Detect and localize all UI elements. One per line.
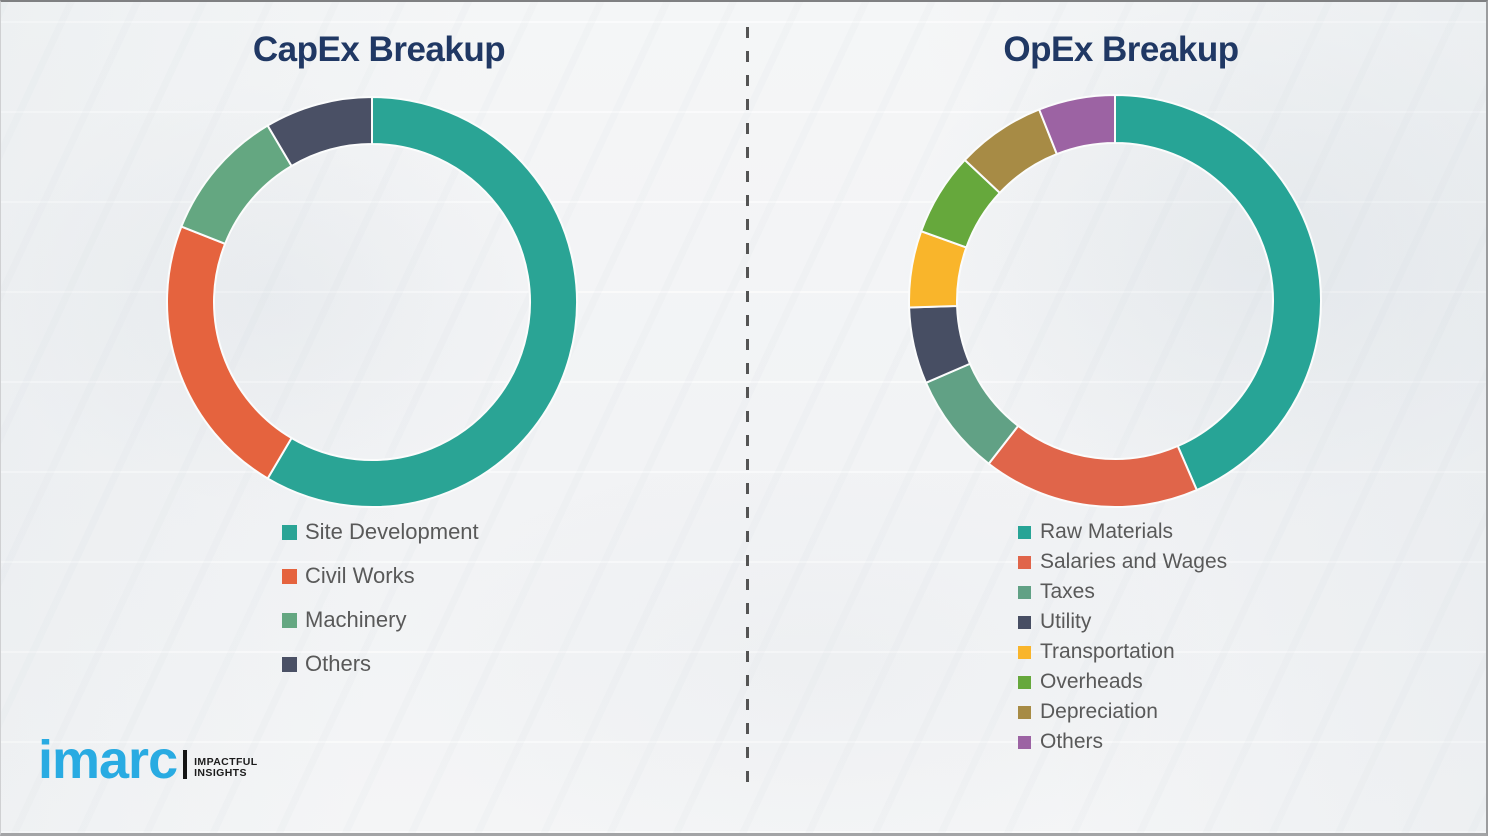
legend-label: Site Development (305, 519, 479, 544)
donut-segment-salaries-and-wages (987, 424, 1199, 508)
donut-segment-others (1037, 93, 1116, 156)
legend-label: Raw Materials (1040, 520, 1174, 543)
opex-chart-title: OpEx Breakup (1003, 30, 1239, 69)
legend-swatch (1018, 645, 1031, 659)
legend-label: Others (305, 651, 372, 676)
legend-label: Salaries and Wages (1040, 550, 1228, 573)
legend-item-civil-works: Civil Works (282, 554, 479, 598)
legend-label: Civil Works (305, 563, 415, 588)
legend-label: Taxes (1040, 580, 1095, 603)
imarc-logo-wordmark: imarc (38, 730, 178, 790)
capex-panel: CapEx Breakup Site Development Civil Work… (1, 2, 745, 833)
legend-label: Depreciation (1040, 700, 1158, 723)
legend-item-others: Others (1018, 727, 1227, 757)
legend-item-taxes: Taxes (1018, 577, 1227, 607)
legend-item-utility: Utility (1018, 607, 1227, 637)
opex-legend: Raw Materials Salaries and Wages Taxes Util… (1018, 517, 1227, 757)
opex-donut-chart (908, 93, 1322, 508)
legend-item-transportation: Transportation (1018, 637, 1227, 667)
legend-item-depreciation: Depreciation (1018, 697, 1227, 727)
legend-swatch (282, 524, 297, 540)
legend-item-raw-materials: Raw Materials (1018, 517, 1227, 547)
legend-swatch (1018, 615, 1031, 629)
legend-swatch (282, 612, 297, 628)
legend-label: Transportation (1040, 640, 1175, 663)
legend-swatch (1018, 735, 1031, 749)
legend-label: Others (1040, 730, 1104, 753)
capex-chart-title: CapEx Breakup (252, 30, 506, 69)
donut-segment-civil-works (166, 225, 293, 480)
legend-swatch (1018, 585, 1031, 599)
legend-label: Overheads (1040, 670, 1143, 693)
legend-swatch (282, 656, 297, 672)
legend-swatch (282, 568, 297, 584)
legend-swatch (1018, 525, 1031, 539)
logo-tagline-line1: IMPACTFUL (194, 756, 258, 769)
legend-swatch (1018, 705, 1031, 719)
capex-legend: Site Development Civil Works Machinery Othe… (282, 510, 479, 686)
capex-donut-chart (166, 95, 578, 508)
legend-label: Utility (1040, 610, 1092, 633)
donut-segment-site-development (266, 95, 578, 508)
legend-item-salaries-and-wages: Salaries and Wages (1018, 547, 1227, 577)
legend-label: Machinery (305, 607, 407, 632)
imarc-logo: imarc IMPACTFUL INSIGHTS (38, 730, 258, 790)
logo-tagline: IMPACTFUL INSIGHTS (194, 756, 258, 780)
legend-swatch (1018, 555, 1031, 569)
opex-panel: OpEx Breakup Raw Materials Salaries and W… (745, 2, 1486, 833)
donut-segment-machinery (180, 124, 293, 246)
donut-segment-others (266, 95, 373, 168)
legend-swatch (1018, 675, 1031, 689)
legend-item-site-development: Site Development (282, 510, 479, 554)
legend-item-overheads: Overheads (1018, 667, 1227, 697)
legend-item-machinery: Machinery (282, 598, 479, 642)
logo-tagline-line2: INSIGHTS (194, 767, 247, 780)
legend-item-others: Others (282, 642, 479, 686)
donut-segment-raw-materials (1114, 93, 1322, 492)
logo-divider-bar (183, 750, 188, 780)
dashed-divider (746, 27, 749, 792)
